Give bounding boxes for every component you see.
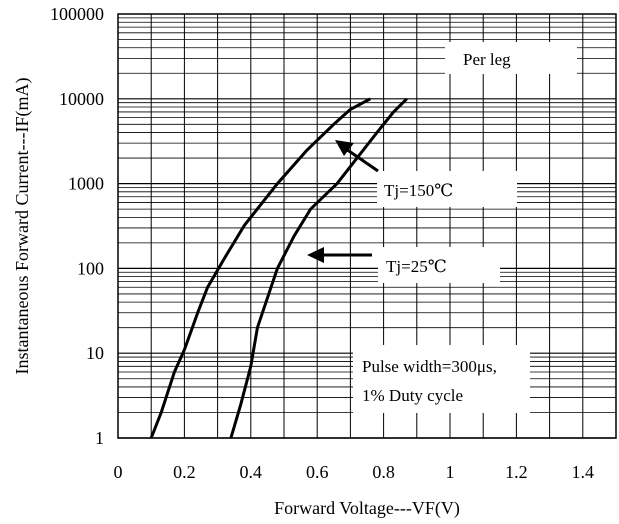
y-tick-label: 10000 — [59, 89, 104, 109]
duty-cycle-label: 1% Duty cycle — [362, 386, 463, 405]
x-tick-label: 1 — [446, 462, 455, 482]
series-line-tj25 — [229, 97, 408, 439]
x-tick-label: 1.4 — [572, 462, 595, 482]
tj25-label-box — [378, 247, 500, 283]
x-tick-label: 1.2 — [505, 462, 528, 482]
x-tick-label: 0.2 — [173, 462, 196, 482]
x-tick-label: 0.8 — [372, 462, 395, 482]
plot-frame — [117, 13, 617, 439]
tj25-label: Tj=25℃ — [386, 257, 447, 276]
pulse-label-box — [353, 345, 530, 413]
y-tick-label: 1000 — [68, 174, 104, 194]
tick-labels: 0 0.2 0.4 0.6 0.8 1 1.2 1.4 1 10 100 1000 10000 10000… — [50, 4, 594, 482]
series-lines — [149, 97, 408, 439]
y-tick-label: 100 — [77, 258, 104, 278]
y-tick-label: 100000 — [50, 4, 104, 24]
x-tick-label: 0 — [114, 462, 123, 482]
pulse-width-label: Pulse width=300μs, — [362, 357, 497, 376]
x-tick-label: 0.6 — [306, 462, 329, 482]
x-axis-title: Forward Voltage---VF(V) — [274, 498, 460, 519]
y-tick-label: 1 — [95, 428, 104, 448]
y-tick-label: 10 — [86, 343, 104, 363]
per-leg-label-box — [445, 42, 577, 74]
series-line-tj150 — [149, 97, 372, 439]
x-tick-label: 0.4 — [240, 462, 263, 482]
per-leg-label: Per leg — [463, 50, 511, 69]
tj150-arrow — [335, 140, 379, 173]
tj150-label-box — [377, 171, 517, 207]
tj150-label: Tj=150℃ — [384, 181, 453, 200]
y-axis-title: Instantaneous Forward Current---IF(mA) — [12, 78, 33, 375]
tj25-arrow — [307, 247, 372, 263]
